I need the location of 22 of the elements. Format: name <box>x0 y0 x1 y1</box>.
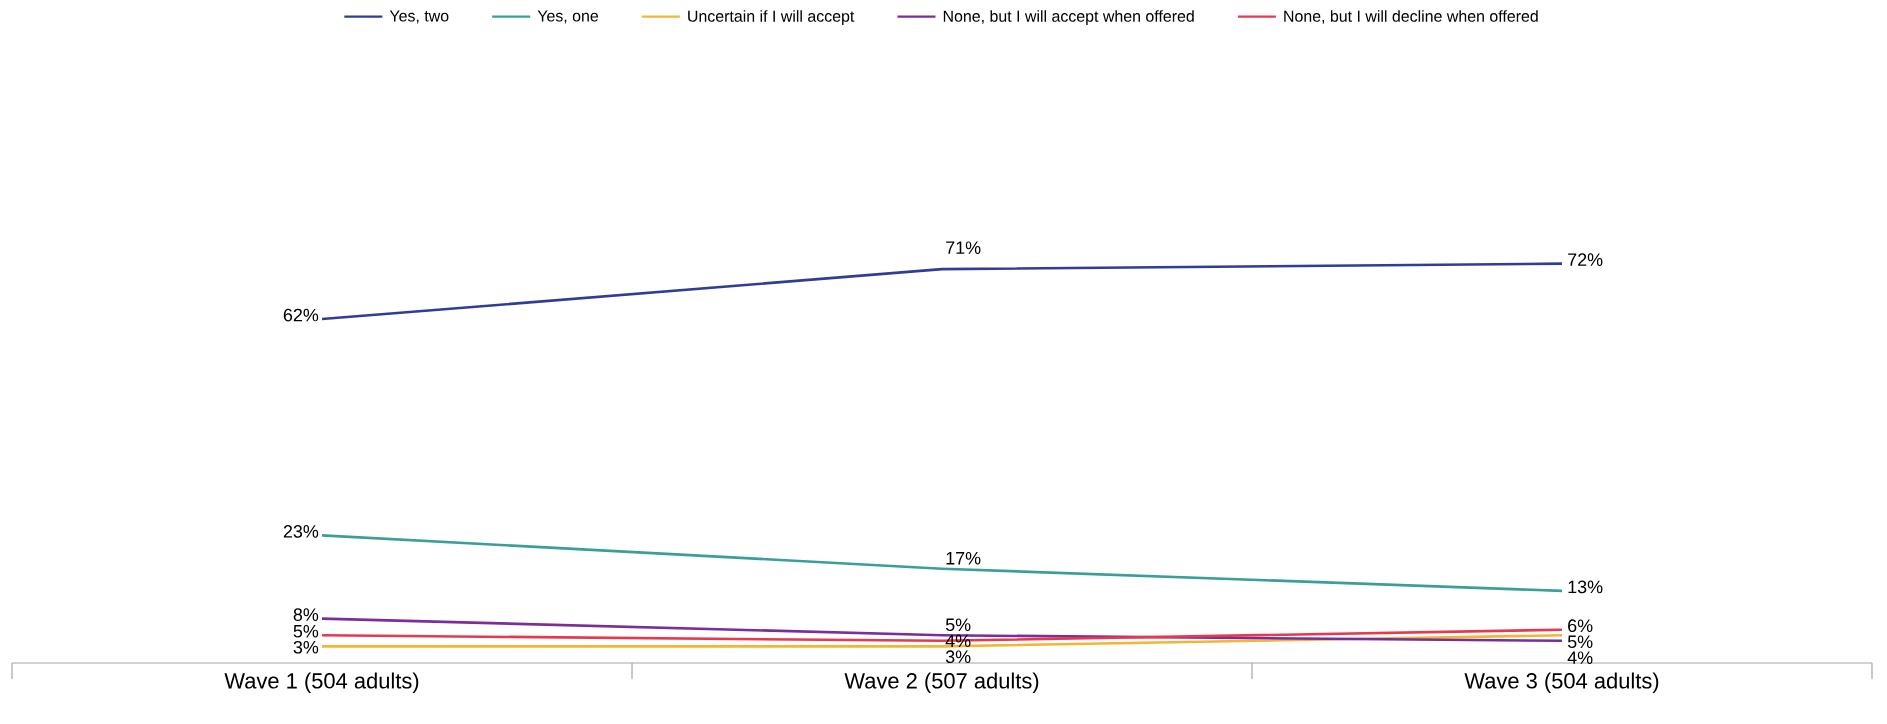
data-label: 5% <box>1567 635 1593 649</box>
data-label: 4% <box>1567 651 1593 664</box>
legend-label: Yes, one <box>537 10 599 24</box>
data-label: 13% <box>1568 580 1603 594</box>
data-label: 6% <box>1568 619 1593 633</box>
x-tick-label: Wave 3 (504 adults) <box>1464 672 1659 693</box>
data-label: 5% <box>945 618 971 632</box>
data-label: 62% <box>283 308 319 322</box>
data-label: 71% <box>946 241 981 254</box>
data-label: 5% <box>293 624 319 638</box>
data-label: 3% <box>945 650 971 664</box>
data-label: 8% <box>293 608 319 621</box>
x-tick-label: Wave 1 (504 adults) <box>224 672 419 693</box>
legend-label: Uncertain if I will accept <box>688 10 855 26</box>
data-label: 17% <box>946 551 981 565</box>
data-label: 23% <box>283 525 319 538</box>
data-label: 72% <box>1568 253 1603 266</box>
legend-label: None, but I will decline when offered <box>1284 10 1538 24</box>
data-label: 3% <box>293 640 319 654</box>
x-tick-label: Wave 2 (507 adults) <box>844 672 1039 693</box>
legend-label: None, but I will accept when offered <box>943 10 1194 26</box>
legend-label: Yes, two <box>389 10 449 24</box>
